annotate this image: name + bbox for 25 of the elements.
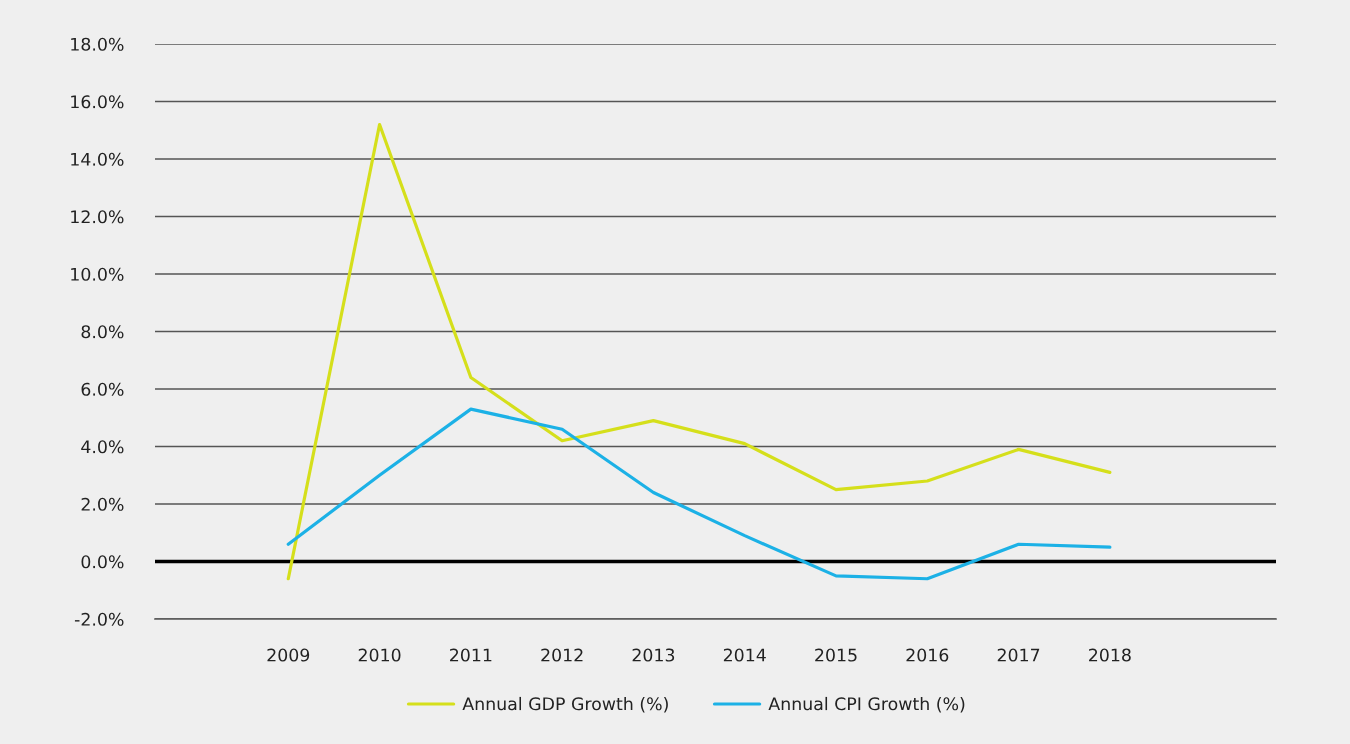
x-tick-label: 2012	[541, 648, 583, 662]
y-tick-label: 6.0%	[81, 382, 124, 396]
legend-label: Annual GDP Growth (%)	[462, 696, 668, 713]
line-series	[286, 122, 1112, 581]
legend-label: Annual CPI Growth (%)	[768, 696, 965, 713]
y-tick-label: 12.0%	[71, 210, 124, 224]
y-tick-label: 4.0%	[81, 440, 124, 454]
line-series	[286, 407, 1112, 581]
x-tick-label: 2018	[1089, 648, 1131, 662]
y-tick-label: -2.0%	[74, 612, 124, 626]
y-tick-label: 2.0%	[81, 497, 124, 511]
y-tick-label: 14.0%	[71, 152, 124, 166]
x-tick-label: 2015	[815, 648, 857, 662]
x-tick-label: 2016	[906, 648, 949, 662]
y-tick-label: 18.0%	[71, 37, 124, 51]
y-tick-label: 16.0%	[71, 95, 124, 109]
y-tick-label: 10.0%	[71, 267, 124, 281]
x-tick-label: 2011	[450, 648, 492, 662]
y-tick-label: 0.0%	[81, 555, 124, 569]
x-tick-label: 2014	[723, 648, 766, 662]
x-tick-label: 2017	[997, 648, 1040, 662]
y-tick-label: 8.0%	[81, 325, 124, 339]
x-tick-label: 2010	[358, 648, 401, 662]
x-tick-label: 2013	[632, 648, 675, 662]
x-tick-label: 2009	[267, 648, 310, 662]
